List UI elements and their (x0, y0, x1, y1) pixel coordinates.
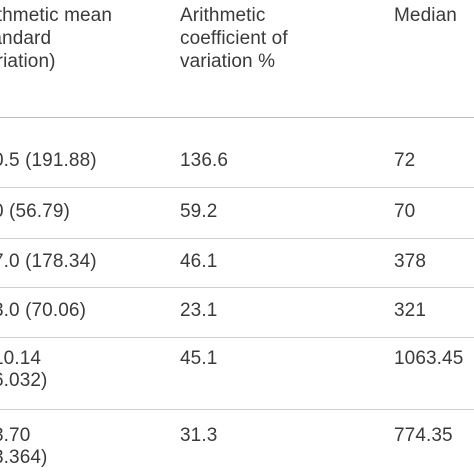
header-divider (0, 117, 474, 118)
cell-mean: 7.0 (178.34) (0, 251, 97, 272)
cell-cv: 31.3 (180, 425, 218, 446)
header-cv-line: coefficient of (180, 28, 288, 49)
cell-median: 1063.45 (394, 348, 464, 369)
row-divider (0, 287, 474, 288)
header-cv-line: Arithmetic (180, 5, 266, 26)
cell-median: 72 (394, 150, 416, 171)
cell-mean: 10.14 6.032) (0, 348, 47, 392)
cell-cv: 46.1 (180, 251, 218, 272)
header-mean-line: rithmetic mean (0, 5, 112, 26)
cell-cv: 136.6 (180, 150, 229, 171)
cell-median: 321 (394, 300, 427, 321)
row-divider (0, 409, 474, 410)
cell-cv: 59.2 (180, 201, 218, 222)
cell-mean: 3.70 3.364) (0, 425, 47, 469)
cell-cv: 23.1 (180, 300, 218, 321)
header-mean: rithmetic mean tandard ariation) (0, 4, 112, 73)
cell-mean: 0.5 (191.88) (0, 150, 97, 171)
header-cv-line: variation % (180, 51, 276, 72)
header-median: Median (394, 4, 457, 27)
header-mean-line: ariation) (0, 51, 56, 72)
cell-mean-line: 3.364) (0, 447, 48, 468)
cell-median: 378 (394, 251, 427, 272)
cell-mean-line: 3.70 (0, 425, 31, 446)
header-median-line: Median (394, 5, 457, 26)
cell-median: 70 (394, 201, 416, 222)
row-divider (0, 337, 474, 338)
cell-median: 774.35 (394, 425, 453, 446)
row-divider (0, 238, 474, 239)
cell-mean-line: 6.032) (0, 370, 48, 391)
cell-mean: 0 (56.79) (0, 201, 70, 222)
cell-cv: 45.1 (180, 348, 218, 369)
header-mean-line: tandard (0, 28, 52, 49)
cell-mean: 3.0 (70.06) (0, 300, 86, 321)
header-cv: Arithmetic coefficient of variation % (180, 4, 288, 73)
cell-mean-line: 10.14 (0, 348, 42, 369)
row-divider (0, 187, 474, 188)
